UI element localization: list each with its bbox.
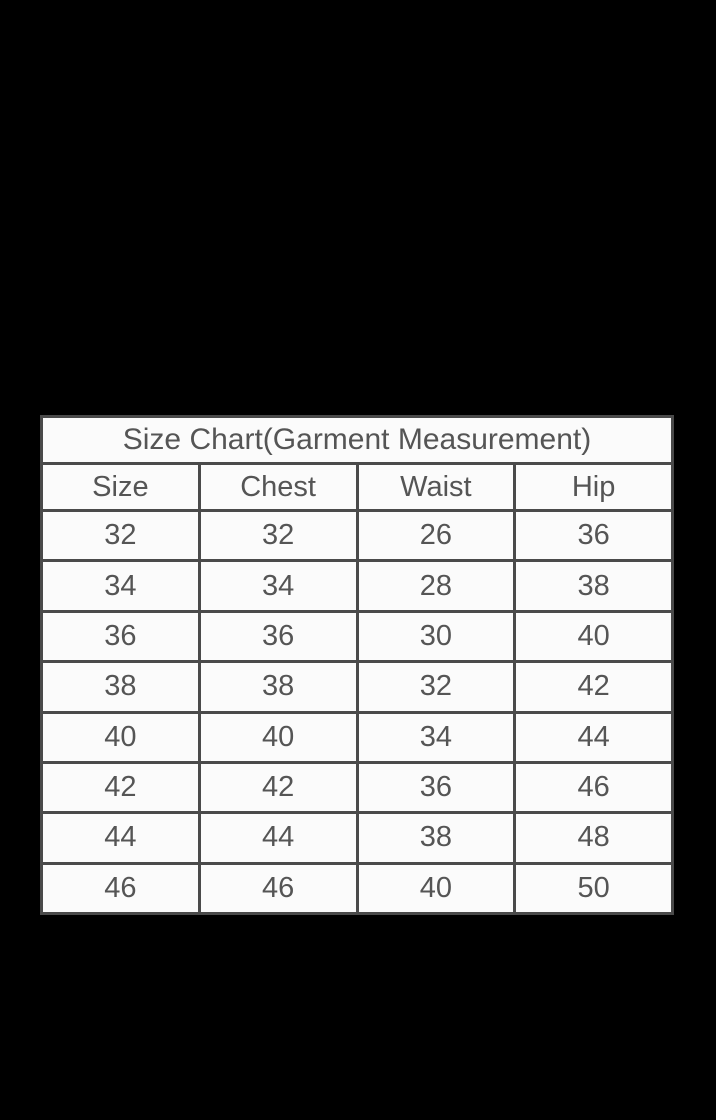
- cell-size: 40: [40, 710, 201, 764]
- cell-chest: 42: [197, 760, 359, 815]
- cell-hip: 38: [513, 559, 674, 613]
- header-hip: Hip: [513, 462, 674, 512]
- cell-waist: 26: [355, 508, 517, 563]
- cell-hip: 42: [513, 660, 674, 714]
- table-row: 40 40 34 44: [40, 710, 674, 764]
- size-chart-table: Size Chart(Garment Measurement) Size Che…: [40, 415, 674, 916]
- cell-hip: 48: [513, 811, 674, 865]
- cell-hip: 36: [513, 508, 674, 563]
- header-size: Size: [40, 462, 201, 512]
- cell-hip: 46: [513, 760, 674, 815]
- header-chest: Chest: [197, 462, 359, 512]
- cell-waist: 34: [355, 710, 517, 764]
- cell-size: 32: [40, 508, 201, 563]
- cell-size: 34: [40, 559, 201, 613]
- cell-chest: 38: [197, 660, 359, 714]
- cell-chest: 36: [197, 609, 359, 664]
- cell-chest: 44: [197, 811, 359, 865]
- cell-size: 36: [40, 609, 201, 664]
- table-row: 42 42 36 46: [40, 760, 674, 815]
- header-row: Size Chest Waist Hip: [40, 462, 674, 512]
- table-row: 34 34 28 38: [40, 559, 674, 613]
- table-row: 32 32 26 36: [40, 508, 674, 563]
- cell-size: 44: [40, 811, 201, 865]
- cell-hip: 50: [513, 861, 674, 916]
- cell-chest: 46: [197, 861, 359, 916]
- cell-waist: 38: [355, 811, 517, 865]
- cell-size: 46: [40, 861, 201, 916]
- table-row: 44 44 38 48: [40, 811, 674, 865]
- cell-waist: 36: [355, 760, 517, 815]
- table-title: Size Chart(Garment Measurement): [40, 415, 674, 465]
- cell-waist: 28: [355, 559, 517, 613]
- cell-chest: 34: [197, 559, 359, 613]
- cell-hip: 44: [513, 710, 674, 764]
- cell-chest: 32: [197, 508, 359, 563]
- table-row: 46 46 40 50: [40, 861, 674, 916]
- cell-hip: 40: [513, 609, 674, 664]
- cell-waist: 32: [355, 660, 517, 714]
- table-row: 38 38 32 42: [40, 660, 674, 714]
- cell-size: 38: [40, 660, 201, 714]
- table-row: 36 36 30 40: [40, 609, 674, 664]
- cell-size: 42: [40, 760, 201, 815]
- header-waist: Waist: [355, 462, 517, 512]
- cell-waist: 40: [355, 861, 517, 916]
- cell-waist: 30: [355, 609, 517, 664]
- cell-chest: 40: [197, 710, 359, 764]
- title-row: Size Chart(Garment Measurement): [40, 415, 674, 465]
